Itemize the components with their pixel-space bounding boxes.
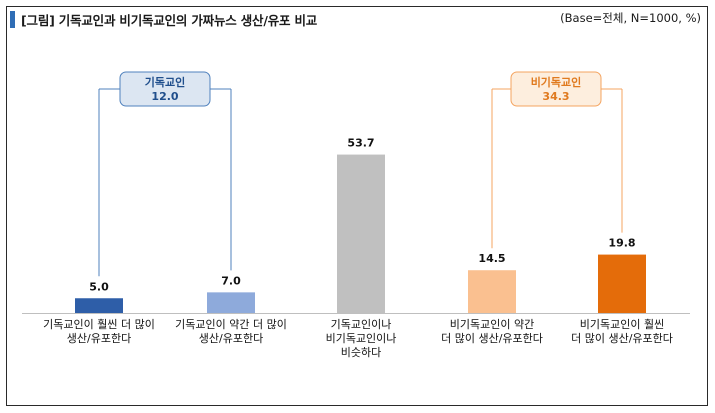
value-label-2: 7.0 — [221, 274, 241, 287]
value-label-1: 5.0 — [89, 280, 109, 293]
bar-5 — [598, 254, 646, 313]
category-label-5: 비기독교인이 훨씬 더 많이 생산/유포한다 — [571, 318, 673, 345]
bar-3 — [337, 154, 385, 313]
value-label-5: 19.8 — [608, 237, 635, 250]
category-label-4: 비기독교인이 약간 더 많이 생산/유포한다 — [441, 318, 543, 345]
christian-summary-value: 12.0 — [151, 90, 178, 103]
category-label-1: 기독교인이 훨씬 더 많이 생산/유포한다 — [43, 318, 155, 345]
bar-4 — [468, 270, 516, 313]
base-note: (Base=전체, N=1000, %) — [560, 11, 701, 25]
chart-frame — [6, 6, 708, 406]
category-label-3: 기독교인이나 비기독교인이나 비슷하다 — [325, 318, 397, 359]
non-christian-summary-box — [510, 71, 602, 107]
christian-summary-box — [119, 71, 211, 107]
non-christian-summary-label: 비기독교인 — [531, 75, 582, 89]
value-label-3: 53.7 — [347, 137, 374, 150]
christian-summary-label: 기독교인 — [145, 75, 185, 89]
bar-1 — [75, 298, 123, 313]
value-label-4: 14.5 — [478, 252, 505, 265]
non-christian-summary-value: 34.3 — [542, 90, 569, 103]
category-label-2: 기독교인이 약간 더 많이 생산/유포한다 — [175, 318, 287, 345]
title-accent-bar — [10, 11, 15, 28]
bar-2 — [207, 292, 255, 313]
chart-title: [그림] 기독교인과 비기독교인의 가짜뉴스 생산/유포 비교 — [21, 13, 318, 28]
